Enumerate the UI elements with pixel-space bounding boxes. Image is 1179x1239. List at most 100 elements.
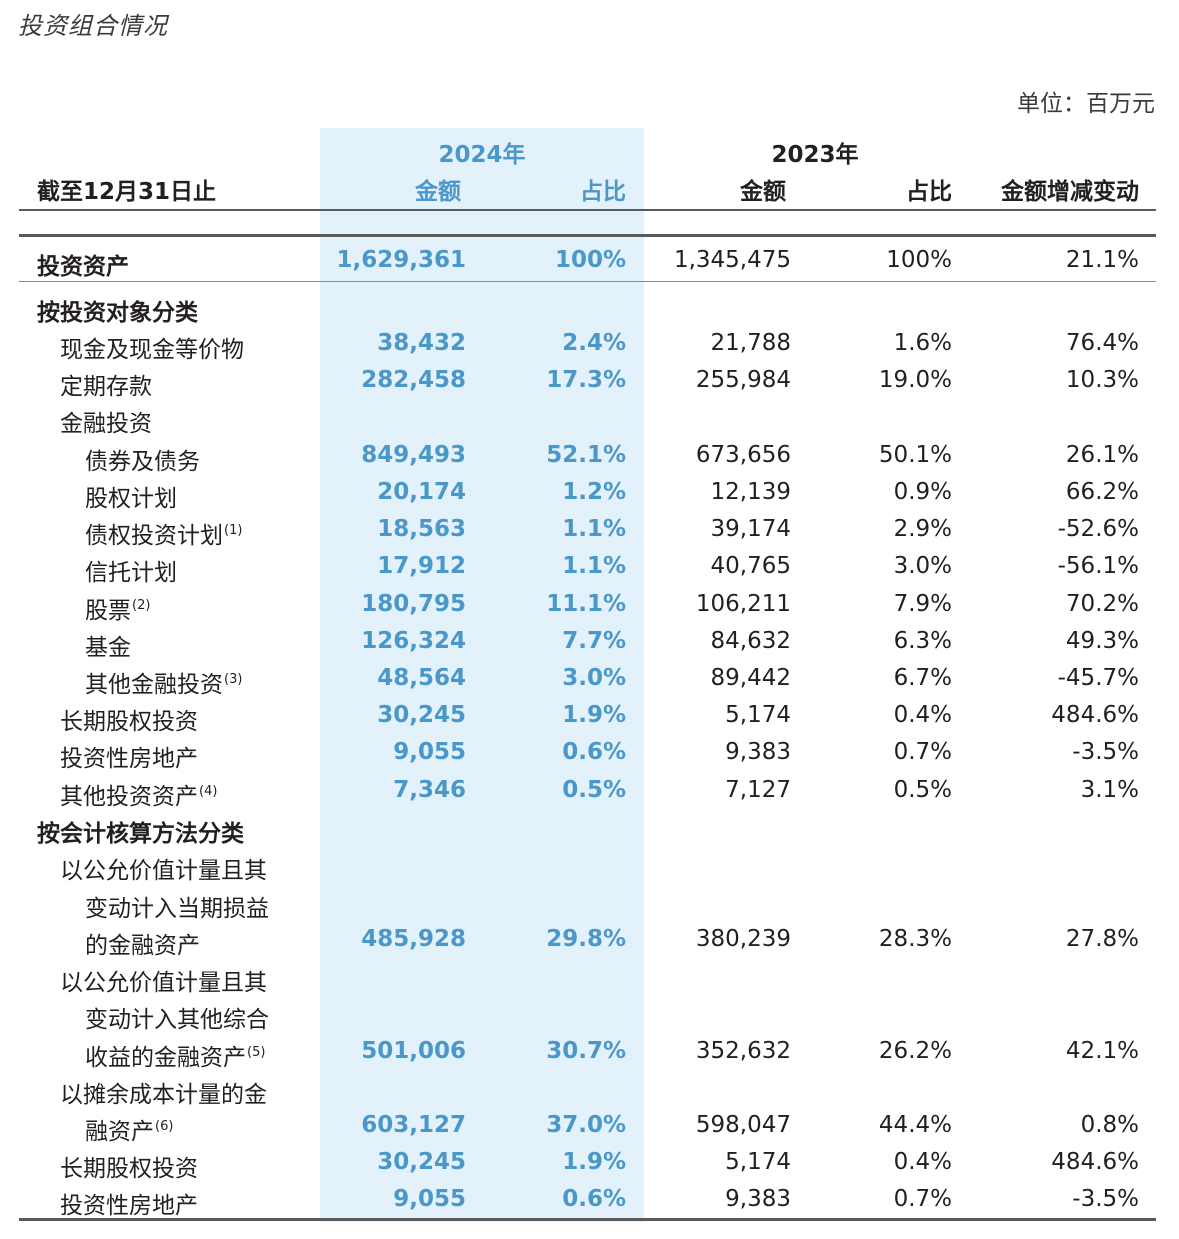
row-label-text: 定期存款 [60, 374, 152, 400]
table-row: 长期股权投资 30,245 1.9% 5,174 0.4% 484.6% [0, 1144, 1179, 1182]
footnote-marker: (6) [155, 1119, 174, 1134]
share-2024: 1.9% [562, 702, 626, 728]
row-label: 定期存款 [60, 367, 152, 401]
share-2024: 11.1% [546, 591, 626, 617]
header-amount-2024: 金额 [415, 179, 461, 205]
amount-change: -3.5% [1072, 739, 1139, 765]
amount-2023: 598,047 [695, 1112, 791, 1138]
row-label: 基金 [85, 628, 131, 662]
row-label-text: 其他投资资产 [60, 784, 198, 810]
amount-2023: 21,788 [710, 330, 791, 356]
row-label: 债权投资计划(1) [85, 516, 242, 550]
amount-change: 21.1% [1065, 247, 1139, 273]
share-2024: 29.8% [546, 926, 626, 952]
share-2023: 50.1% [878, 442, 952, 468]
amount-change: 76.4% [1065, 330, 1139, 356]
amount-2024: 126,324 [361, 628, 466, 654]
share-2023: 0.7% [893, 1186, 952, 1212]
amount-2024: 603,127 [361, 1112, 466, 1138]
share-2023: 7.9% [893, 591, 952, 617]
amount-change: 484.6% [1051, 702, 1139, 728]
amount-2024: 48,564 [377, 665, 466, 691]
amount-change: -45.7% [1057, 665, 1139, 691]
table-row: 以公允价值计量且其 [0, 958, 1179, 997]
share-2023: 6.7% [893, 665, 952, 691]
table-row: 按投资对象分类 [0, 288, 1179, 327]
amount-change: 0.8% [1080, 1112, 1139, 1138]
header-year-2024: 2024年 [438, 142, 526, 168]
amount-2024: 849,493 [361, 442, 466, 468]
amount-2023: 84,632 [710, 628, 791, 654]
row-label: 投资性房地产 [60, 739, 198, 773]
footnote-marker: (5) [247, 1045, 266, 1060]
table-row: 投资资产 1,629,361 100% 1,345,475 100% 21.1% [0, 242, 1179, 281]
share-2024: 7.7% [562, 628, 626, 654]
table-row: 现金及现金等价物 38,432 2.4% 21,788 1.6% 76.4% [0, 325, 1179, 364]
share-2023: 0.4% [893, 1149, 952, 1175]
amount-2023: 9,383 [725, 1186, 791, 1212]
table-row: 以摊余成本计量的金 [0, 1070, 1179, 1108]
share-2024: 1.9% [562, 1149, 626, 1175]
amount-2023: 5,174 [725, 702, 791, 728]
amount-change: -52.6% [1057, 516, 1139, 542]
table-row: 定期存款 282,458 17.3% 255,984 19.0% 10.3% [0, 362, 1179, 401]
row-label: 长期股权投资 [60, 702, 198, 736]
share-2023: 28.3% [878, 926, 952, 952]
share-2024: 0.5% [562, 777, 626, 803]
row-label-text: 投资性房地产 [60, 746, 198, 772]
amount-change: 27.8% [1065, 926, 1139, 952]
share-2024: 3.0% [562, 665, 626, 691]
row-label: 以公允价值计量且其 [60, 963, 267, 997]
share-2023: 3.0% [893, 553, 952, 579]
table-row: 股票(2) 180,795 11.1% 106,211 7.9% 70.2% [0, 586, 1179, 625]
amount-2023: 12,139 [710, 479, 791, 505]
row-label: 投资性房地产 [60, 1186, 198, 1220]
table-row: 投资性房地产 9,055 0.6% 9,383 0.7% -3.5% [0, 1181, 1179, 1220]
table-row: 长期股权投资 30,245 1.9% 5,174 0.4% 484.6% [0, 697, 1179, 736]
row-label-text: 其他金融投资 [85, 672, 223, 698]
row-label: 融资产(6) [85, 1112, 173, 1146]
amount-2024: 17,912 [377, 553, 466, 579]
amount-change: 70.2% [1065, 591, 1139, 617]
row-label-text: 收益的金融资产 [85, 1045, 246, 1071]
table-bottom-rule [19, 1218, 1156, 1221]
header-amount-2023: 金额 [740, 179, 786, 205]
row-label: 投资资产 [37, 247, 129, 281]
amount-change: -3.5% [1072, 1186, 1139, 1212]
row-label: 股权计划 [85, 479, 177, 513]
row-label: 其他金融投资(3) [85, 665, 242, 699]
share-2024: 1.1% [562, 516, 626, 542]
row-label: 按投资对象分类 [37, 293, 198, 327]
highlight-2024-column [320, 128, 644, 1222]
row-label: 变动计入当期损益 [85, 889, 269, 923]
share-2023: 2.9% [893, 516, 952, 542]
footnote-marker: (3) [224, 672, 243, 687]
row-label-text: 基金 [85, 635, 131, 661]
header-rule [19, 209, 1156, 211]
row-label: 股票(2) [85, 591, 150, 625]
amount-change: 66.2% [1065, 479, 1139, 505]
table-row: 其他金融投资(3) 48,564 3.0% 89,442 6.7% -45.7% [0, 660, 1179, 699]
share-2024: 37.0% [546, 1112, 626, 1138]
row-label-text: 以摊余成本计量的金 [60, 1082, 267, 1108]
share-2024: 30.7% [546, 1038, 626, 1064]
share-2024: 1.1% [562, 553, 626, 579]
share-2023: 44.4% [878, 1112, 952, 1138]
amount-2023: 106,211 [695, 591, 791, 617]
amount-2023: 9,383 [725, 739, 791, 765]
amount-2024: 20,174 [377, 479, 466, 505]
row-label-text: 信托计划 [85, 560, 177, 586]
footnote-marker: (2) [132, 598, 151, 613]
share-2023: 0.4% [893, 702, 952, 728]
row-label-text: 变动计入当期损益 [85, 896, 269, 922]
row-label-text: 长期股权投资 [60, 1156, 198, 1182]
amount-2024: 30,245 [377, 1149, 466, 1175]
amount-2024: 7,346 [393, 777, 466, 803]
amount-change: 42.1% [1065, 1038, 1139, 1064]
row-label: 现金及现金等价物 [60, 330, 244, 364]
table-row: 股权计划 20,174 1.2% 12,139 0.9% 66.2% [0, 474, 1179, 513]
share-2023: 100% [886, 247, 952, 273]
row-label-text: 投资性房地产 [60, 1193, 198, 1219]
share-2023: 0.9% [893, 479, 952, 505]
amount-2024: 9,055 [393, 1186, 466, 1212]
